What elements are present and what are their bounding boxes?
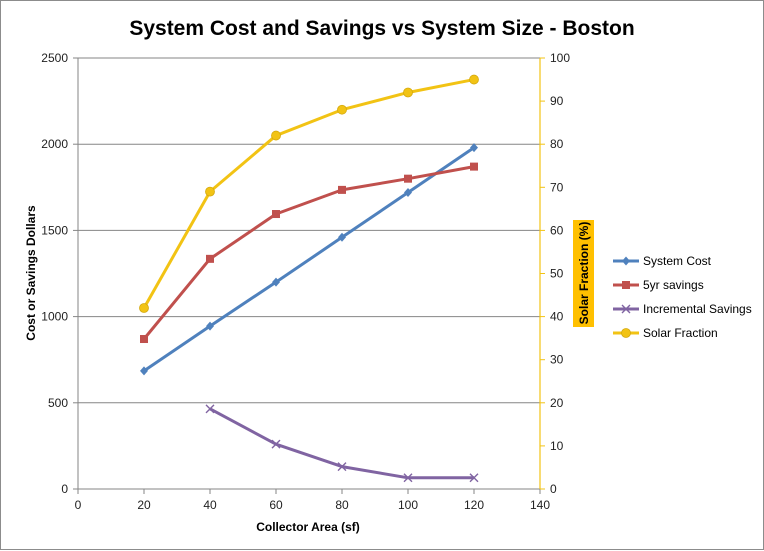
data-point-incremental-savings [403,473,413,483]
data-point-system-cost [140,366,148,376]
y-tick-label: 2500 [41,51,68,65]
legend-marker-5yr-savings [622,281,630,289]
y2-tick-label: 20 [550,396,564,410]
data-point-5yr-savings [140,335,148,344]
y-tick-label: 1500 [41,223,68,237]
y2-tick-label: 80 [550,137,564,151]
y-tick-label: 2000 [41,137,68,151]
legend-label-incremental-savings: Incremental Savings [643,302,752,316]
data-point-incremental-savings [469,473,479,483]
y2-tick-label: 30 [550,353,564,367]
y2-tick-label: 40 [550,310,564,324]
gridlines [78,57,540,404]
legend-item-incremental-savings: Incremental Savings [613,302,752,316]
y2-tick-label: 10 [550,439,564,453]
x-tick-label: 100 [398,498,418,512]
series-line-solar-fraction [142,78,475,309]
legend-label-system-cost: System Cost [643,254,712,268]
axes [73,57,545,494]
legend-marker-solar-fraction [621,328,631,338]
data-point-5yr-savings [338,185,346,194]
x-tick-label: 60 [269,498,283,512]
y2-tick-label: 0 [550,482,557,496]
x-axis-title: Collector Area (sf) [256,520,360,534]
x-tick-label: 0 [75,498,82,512]
y2-axis-title: Solar Fraction (%) [577,222,591,325]
y2-tick-label: 70 [550,180,564,194]
series-5yr-savings [140,162,478,344]
y2-tick-label: 50 [550,267,564,281]
y2-tick-label: 90 [550,94,564,108]
data-point-solar-fraction [469,74,479,85]
data-point-incremental-savings [205,404,215,414]
series-system-cost [140,143,478,376]
data-point-5yr-savings [206,254,214,263]
series-line-5yr-savings [142,165,475,340]
data-point-system-cost [272,277,280,287]
legend-label-5yr-savings: 5yr savings [643,278,704,292]
x-tick-label: 40 [203,498,217,512]
data-point-incremental-savings [337,462,347,472]
data-point-5yr-savings [404,174,412,183]
legend-marker-system-cost [622,256,630,266]
x-tick-label: 120 [464,498,484,512]
series-line-system-cost [143,146,475,373]
x-tick-label: 80 [335,498,349,512]
data-point-system-cost [206,321,214,331]
x-tick-label: 20 [137,498,151,512]
legend-label-solar-fraction: Solar Fraction [643,326,718,340]
data-point-solar-fraction [139,303,149,313]
data-point-system-cost [338,232,346,242]
y-axis-title: Cost or Savings Dollars [24,205,38,341]
data-point-5yr-savings [470,162,478,171]
y-tick-label: 500 [48,396,68,410]
data-point-solar-fraction [271,130,281,141]
data-point-system-cost [470,143,478,153]
data-point-incremental-savings [271,439,281,449]
x-tick-label: 140 [530,498,550,512]
data-point-solar-fraction [403,87,413,98]
y2-axis-title-highlight [573,220,594,327]
data-point-system-cost [404,187,412,197]
series-solar-fraction [139,74,479,313]
data-point-solar-fraction [337,104,347,115]
y2-tick-label: 60 [550,223,564,237]
data-point-5yr-savings [272,210,280,219]
tick-labels: 0 20 40 60 80 100 120 1400500100015002000250001… [41,51,570,512]
data-point-solar-fraction [205,186,215,197]
legend-item-5yr-savings: 5yr savings [613,278,704,292]
y2-tick-label: 100 [550,51,570,65]
series-lines [139,74,479,483]
legend: System Cost 5yr savings Incremental Saving… [613,254,752,340]
y-tick-label: 1000 [41,310,68,324]
chart-title: System Cost and Savings vs System Size -… [129,17,634,40]
legend-item-solar-fraction: Solar Fraction [613,326,718,340]
legend-marker-incremental-savings [621,304,631,314]
series-incremental-savings [205,404,479,483]
y-tick-label: 0 [61,482,68,496]
legend-item-system-cost: System Cost [613,254,712,268]
